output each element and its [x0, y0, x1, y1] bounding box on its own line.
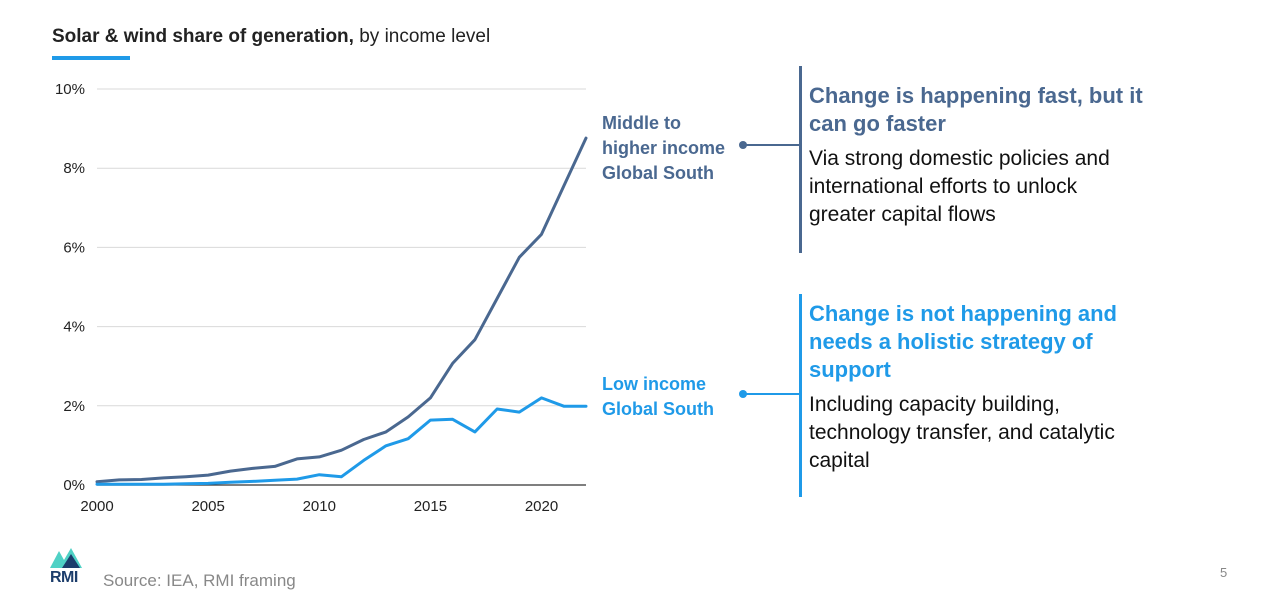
x-tick-label: 2005: [191, 498, 224, 515]
connector-line-middle: [745, 144, 800, 146]
callout-heading-low: Change is not happening and needs a holi…: [809, 301, 1117, 382]
series-label-low-income: Low income Global South: [602, 374, 714, 419]
y-tick-label: 2%: [63, 398, 85, 415]
callout-middle-income: Change is happening fast, but it can go …: [809, 82, 1149, 229]
callout-heading-middle: Change is happening fast, but it can go …: [809, 83, 1143, 136]
y-tick-label: 4%: [63, 319, 85, 336]
callout-bar-low: [799, 294, 802, 497]
y-tick-label: 10%: [55, 81, 85, 98]
chart-title-bold: Solar & wind share of generation,: [52, 26, 354, 47]
callout-bar-middle: [799, 66, 802, 253]
x-tick-label: 2000: [80, 498, 113, 515]
series-line-middle-income: [95, 136, 588, 484]
connector-dot-low: [739, 390, 747, 398]
connector-dot-middle: [739, 141, 747, 149]
title-underline: [52, 56, 130, 60]
y-tick-label: 6%: [63, 239, 85, 256]
callout-body-low: Including capacity building, technology …: [809, 393, 1115, 472]
x-tick-label: 2015: [414, 498, 447, 515]
callout-low-income: Change is not happening and needs a holi…: [809, 300, 1149, 475]
callout-body-middle: Via strong domestic policies and interna…: [809, 147, 1110, 226]
series-line-low-income: [95, 396, 588, 486]
chart-title: Solar & wind share of generation, by inc…: [52, 26, 490, 48]
source-note: Source: IEA, RMI framing: [103, 571, 296, 590]
x-tick-label: 2010: [303, 498, 336, 515]
page-number: 5: [1220, 565, 1228, 580]
connector-line-low: [745, 393, 800, 395]
y-tick-label: 0%: [63, 477, 85, 494]
rmi-logo-icon: [50, 548, 82, 568]
chart-title-normal: by income level: [353, 26, 491, 47]
logo-text: RMI: [50, 569, 78, 586]
x-tick-label: 2020: [525, 498, 558, 515]
y-tick-label: 8%: [63, 160, 85, 177]
series-label-middle-income: Middle to higher income Global South: [602, 113, 726, 183]
